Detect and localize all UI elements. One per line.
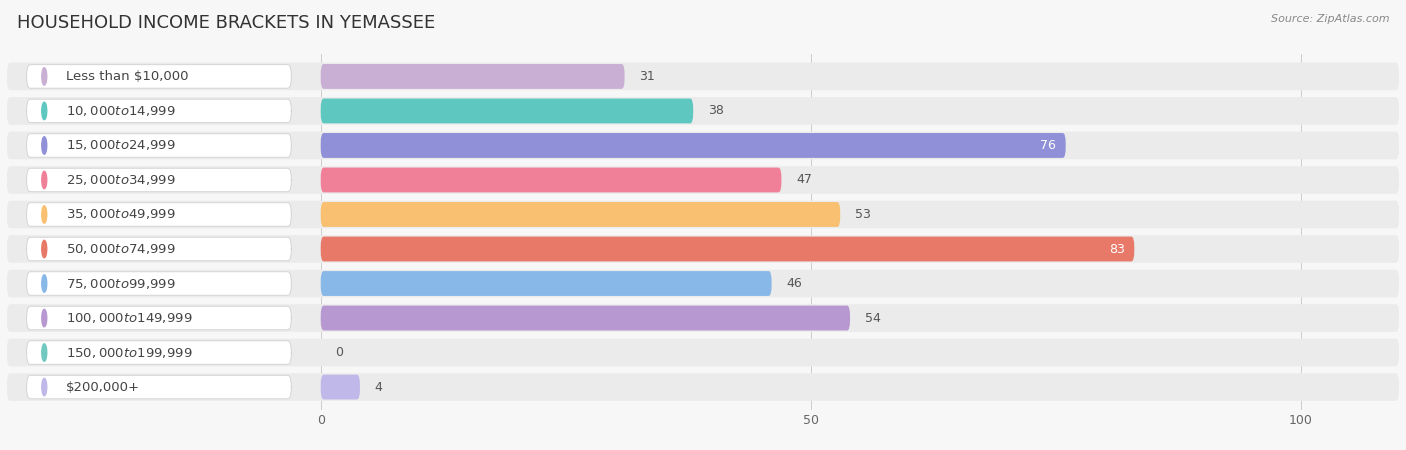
FancyBboxPatch shape [27, 272, 291, 295]
FancyBboxPatch shape [321, 375, 360, 400]
FancyBboxPatch shape [27, 306, 291, 330]
Text: $25,000 to $34,999: $25,000 to $34,999 [66, 173, 176, 187]
FancyBboxPatch shape [321, 167, 782, 193]
Text: 83: 83 [1108, 243, 1125, 256]
FancyBboxPatch shape [321, 133, 1066, 158]
Text: 31: 31 [640, 70, 655, 83]
Text: $10,000 to $14,999: $10,000 to $14,999 [66, 104, 176, 118]
Text: 47: 47 [796, 174, 813, 186]
Circle shape [42, 378, 46, 396]
FancyBboxPatch shape [321, 306, 851, 330]
FancyBboxPatch shape [321, 237, 1135, 261]
Circle shape [42, 275, 46, 292]
FancyBboxPatch shape [27, 203, 291, 226]
Circle shape [42, 171, 46, 189]
FancyBboxPatch shape [7, 63, 1399, 90]
Text: $50,000 to $74,999: $50,000 to $74,999 [66, 242, 176, 256]
FancyBboxPatch shape [321, 99, 693, 123]
FancyBboxPatch shape [7, 235, 1399, 263]
FancyBboxPatch shape [27, 134, 291, 157]
Text: $15,000 to $24,999: $15,000 to $24,999 [66, 139, 176, 153]
Text: Less than $10,000: Less than $10,000 [66, 70, 188, 83]
Text: $150,000 to $199,999: $150,000 to $199,999 [66, 346, 193, 360]
Text: 0: 0 [336, 346, 343, 359]
FancyBboxPatch shape [27, 65, 291, 88]
Circle shape [42, 68, 46, 85]
Text: 46: 46 [786, 277, 801, 290]
FancyBboxPatch shape [27, 375, 291, 399]
Text: 38: 38 [707, 104, 724, 117]
FancyBboxPatch shape [7, 339, 1399, 366]
Circle shape [42, 240, 46, 258]
FancyBboxPatch shape [321, 202, 841, 227]
FancyBboxPatch shape [7, 166, 1399, 194]
FancyBboxPatch shape [7, 270, 1399, 297]
Circle shape [42, 206, 46, 223]
Text: $100,000 to $149,999: $100,000 to $149,999 [66, 311, 193, 325]
Text: HOUSEHOLD INCOME BRACKETS IN YEMASSEE: HOUSEHOLD INCOME BRACKETS IN YEMASSEE [17, 14, 434, 32]
Circle shape [42, 102, 46, 120]
Circle shape [42, 137, 46, 154]
FancyBboxPatch shape [7, 201, 1399, 228]
Text: $75,000 to $99,999: $75,000 to $99,999 [66, 276, 176, 291]
FancyBboxPatch shape [27, 99, 291, 123]
FancyBboxPatch shape [27, 168, 291, 192]
Text: Source: ZipAtlas.com: Source: ZipAtlas.com [1271, 14, 1389, 23]
Text: 4: 4 [374, 381, 382, 394]
Text: 54: 54 [865, 311, 880, 324]
FancyBboxPatch shape [321, 64, 624, 89]
FancyBboxPatch shape [7, 132, 1399, 159]
Text: $200,000+: $200,000+ [66, 381, 139, 394]
Text: $35,000 to $49,999: $35,000 to $49,999 [66, 207, 176, 221]
FancyBboxPatch shape [7, 373, 1399, 401]
FancyBboxPatch shape [7, 304, 1399, 332]
FancyBboxPatch shape [7, 97, 1399, 125]
Text: 76: 76 [1040, 139, 1056, 152]
FancyBboxPatch shape [27, 237, 291, 261]
Circle shape [42, 344, 46, 361]
FancyBboxPatch shape [27, 341, 291, 364]
FancyBboxPatch shape [321, 271, 772, 296]
Text: 53: 53 [855, 208, 870, 221]
Circle shape [42, 309, 46, 327]
